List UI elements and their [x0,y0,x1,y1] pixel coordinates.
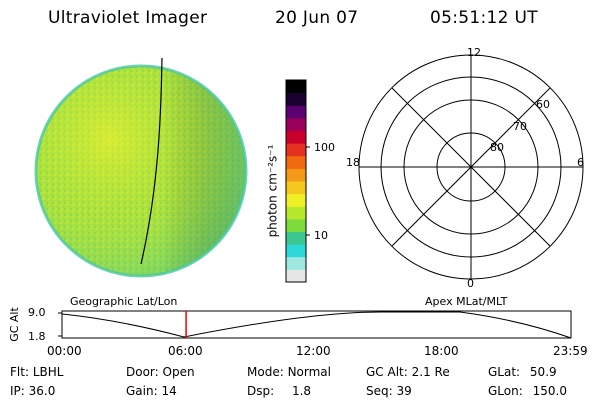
info-seq: Seq: 39 [366,384,412,398]
colorbar-segment [286,155,306,169]
instrument-title: Ultraviolet Imager [48,8,208,28]
colorbar-segment [286,206,306,220]
info-door: Door: Open [126,365,195,379]
info-gain: Gain: 14 [126,384,177,398]
y-tick-top: 9.0 [28,306,46,319]
colorbar-segment [286,117,306,131]
polar-plot [358,54,584,280]
mlt-label-0: 0 [467,277,474,290]
x-tick-0000: 00:00 [47,344,82,358]
info-glon: GLon: 150.0 [488,384,567,398]
lat-label-80: 80 [490,141,504,154]
polar-diagonal-2 [391,87,551,247]
colorbar-segment [286,256,306,270]
info-gc-alt: GC Alt: 2.1 Re [366,365,450,379]
x-tick-1200: 12:00 [296,344,331,358]
altitude-curve [61,311,572,339]
x-tick-0600: 06:00 [168,344,203,358]
colorbar-segment [286,231,306,245]
gc-alt-axis-label: GC Alt [7,307,21,342]
info-glat: GLat: 50.9 [488,365,557,379]
colorbar-segment [286,80,306,94]
info-flt: Flt: LBHL [10,365,64,379]
lat-label-60: 60 [536,98,550,111]
colorbar-segment [286,92,306,106]
info-dsp: Dsp: 1.8 [247,384,312,398]
terminator-line [140,57,163,265]
colorbar-segment [286,143,306,157]
colorbar-segment [286,168,306,182]
time-label: 05:51:12 UT [430,8,538,28]
apex-label: Apex MLat/MLT [425,295,508,308]
colorbar-ticks: 100 10 [306,141,335,242]
uv-image [34,57,248,278]
x-tick-2359: 23:59 [553,344,588,358]
x-tick-1800: 18:00 [424,344,459,358]
colorbar-segment [286,105,306,119]
timeline-plot [58,310,572,339]
colorbar-segment [286,193,306,207]
colorbar-tick-label: 100 [314,141,335,154]
colorbar-segment [286,269,306,283]
colorbar-segment [286,130,306,144]
colorbar-tick-label: 10 [314,229,328,242]
mlt-label-12: 12 [467,46,481,59]
mlt-label-18: 18 [346,156,360,169]
timeline-frame [61,310,572,339]
lat-label-70: 70 [513,120,527,133]
info-ip: IP: 36.0 [10,384,56,398]
colorbar-unit-label: photon cm⁻²s⁻¹ [265,144,280,238]
y-tick-bottom: 1.8 [28,330,46,343]
colorbar-segment [286,244,306,258]
info-mode: Mode: Normal [247,365,331,379]
colorbar [285,79,307,283]
date-label: 20 Jun 07 [275,8,359,28]
geographic-label: Geographic Lat/Lon [70,295,178,308]
mlt-label-6: 6 [577,156,584,169]
colorbar-segment [286,218,306,232]
colorbar-segment [286,181,306,195]
